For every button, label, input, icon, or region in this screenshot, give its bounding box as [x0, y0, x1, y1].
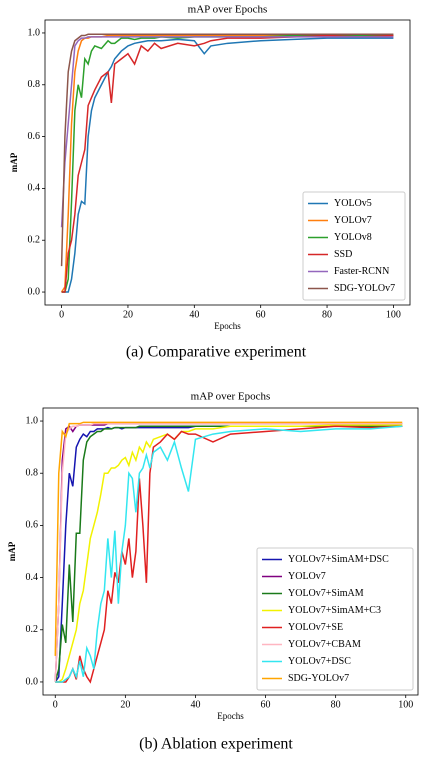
y-tick-label: 0.4: [26, 572, 39, 583]
x-tick-label: 0: [59, 309, 64, 320]
caption: (a) Comparative experiment: [126, 344, 307, 361]
chart: mAP over Epochs 0 20 40 60 80 100 0.0 0.2 0.4 0.6 0…: [7, 391, 419, 753]
chart-title: mAP over Epochs: [188, 4, 268, 16]
series-line: [60, 34, 394, 293]
legend-label: YOLOv7+SimAM+C3: [288, 605, 381, 616]
legend-label: YOLOv7+DSC: [288, 656, 351, 667]
plot-frame: [44, 19, 411, 306]
x-tick-label: 100: [398, 699, 413, 710]
y-axis-label: mAP: [9, 152, 19, 172]
y-tick-label: 0.2: [26, 624, 39, 635]
legend-label: YOLOv7+CBAM: [288, 639, 361, 650]
x-tick-label: 20: [120, 699, 130, 710]
legend-label: YOLOv7+SimAM: [288, 588, 364, 599]
series-line: [60, 36, 394, 228]
legend-label: YOLOv7+SE: [288, 622, 343, 633]
x-tick-label: 40: [190, 699, 200, 710]
legend-box: [302, 191, 406, 301]
x-tick-label: 100: [386, 309, 401, 320]
y-tick-label: 0.0: [26, 676, 39, 687]
x-axis-label: Epochs: [217, 711, 244, 721]
y-axis-label: mAP: [7, 541, 17, 561]
x-tick-label: 60: [261, 699, 271, 710]
legend-label: YOLOv7+SimAM+DSC: [288, 554, 389, 565]
y-tick-label: 1.0: [26, 415, 39, 426]
y-tick-label: 0.6: [26, 520, 39, 531]
y-tick-label: 0.2: [28, 235, 41, 246]
x-tick-label: 80: [331, 699, 341, 710]
series-line: [54, 421, 403, 656]
x-axis-label: Epochs: [214, 321, 241, 331]
series-line: [54, 425, 403, 683]
plot-frame: [42, 407, 419, 696]
x-tick-label: 20: [123, 309, 133, 320]
legend-label: YOLOv7: [334, 215, 372, 226]
x-tick-label: 80: [322, 309, 332, 320]
y-tick-label: 0.6: [28, 131, 41, 142]
legend-label: SDG-YOLOv7: [288, 673, 349, 684]
y-tick-label: 0.4: [28, 183, 41, 194]
series-line: [55, 425, 403, 683]
y-tick-label: 0.0: [28, 286, 41, 297]
y-tick-label: 1.0: [28, 27, 41, 38]
caption: (b) Ablation experiment: [139, 736, 293, 753]
series-line: [61, 34, 394, 293]
legend-label: SDG-YOLOv7: [334, 283, 395, 294]
chart-title: mAP over Epochs: [191, 391, 271, 403]
series-line: [61, 37, 394, 293]
legend-label: YOLOv5: [334, 198, 372, 209]
y-tick-label: 0.8: [28, 79, 41, 90]
y-tick-label: 0.8: [26, 468, 39, 479]
x-tick-label: 0: [53, 699, 58, 710]
series-line: [60, 33, 394, 267]
legend-label: Faster-RCNN: [334, 266, 389, 277]
series-line: [55, 424, 403, 683]
series-line: [54, 422, 403, 682]
chart: mAP over Epochs 0 20 40 60 80 100 0.0 0.2 0.4 0.6 0…: [9, 4, 411, 361]
x-tick-label: 40: [189, 309, 199, 320]
legend-label: YOLOv8: [334, 232, 372, 243]
legend-label: SSD: [334, 249, 352, 260]
legend-label: YOLOv7: [288, 571, 326, 582]
series-line: [55, 425, 403, 684]
legend-box: [256, 547, 414, 691]
x-tick-label: 60: [256, 309, 266, 320]
